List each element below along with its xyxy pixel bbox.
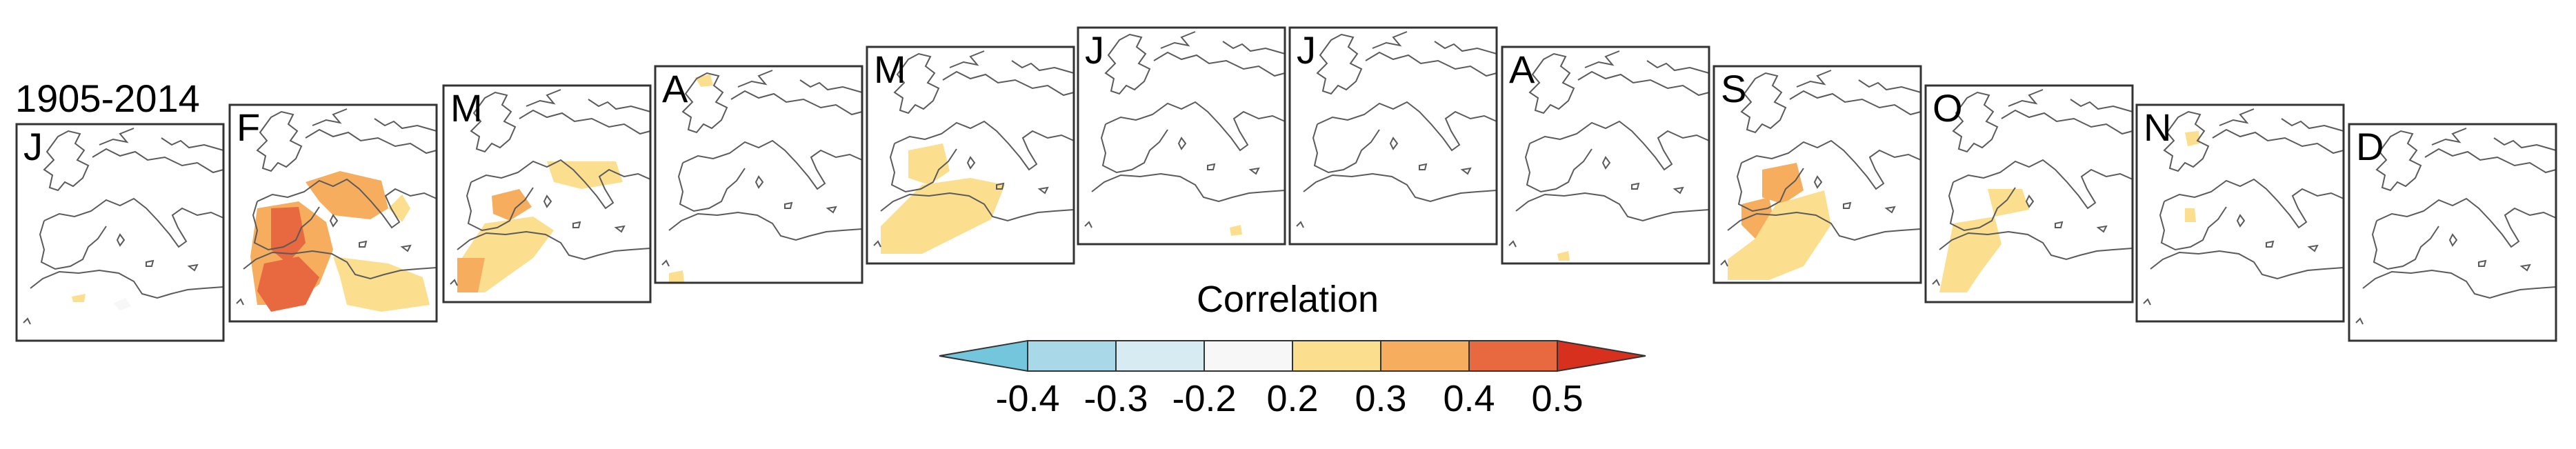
map-frame <box>2135 103 2345 323</box>
map-frame <box>1288 26 1498 246</box>
correlation-region <box>388 194 410 222</box>
month-label: J <box>1085 28 1104 72</box>
map-frame <box>1077 26 1286 246</box>
month-label: A <box>1509 48 1535 91</box>
correlation-region <box>669 270 684 283</box>
colorbar-swatch <box>1027 340 1117 372</box>
map-panel: J <box>1288 26 1498 246</box>
correlation-region <box>881 178 1005 254</box>
correlation-region <box>1988 189 2029 217</box>
map-frame <box>1713 65 1922 284</box>
month-label: S <box>1721 67 1746 110</box>
correlation-shading <box>669 74 713 283</box>
map-frame <box>654 65 863 284</box>
colorbar-swatch <box>1380 340 1470 372</box>
map-background <box>655 66 862 283</box>
correlation-region <box>113 298 131 310</box>
map-panel: O <box>1924 84 2134 303</box>
correlation-region <box>1557 251 1570 261</box>
map-background <box>2349 124 2556 341</box>
correlation-region <box>1230 225 1242 236</box>
map-panel: A <box>1501 46 1710 265</box>
map-background <box>2137 105 2344 321</box>
map-background <box>1290 28 1497 244</box>
month-label: J <box>23 125 43 168</box>
map-panel: S <box>1713 65 1922 284</box>
map-background <box>1078 28 1285 244</box>
correlation-shading <box>1557 251 1570 261</box>
map-panels: J F M A M J J A S O N D <box>15 26 2557 342</box>
correlation-region <box>2185 131 2200 146</box>
map-frame <box>1501 46 1710 265</box>
colorbar-tick-label: 0.3 <box>1355 378 1406 419</box>
colorbar: Correlation -0.4 -0.3 -0.2 0.2 0.3 0.4 0.5 <box>939 279 1646 419</box>
correlation-region <box>457 258 485 292</box>
colorbar-ticks: -0.4 -0.3 -0.2 0.2 0.3 0.4 0.5 <box>995 378 1583 419</box>
map-frame <box>1924 84 2134 303</box>
correlation-shading <box>881 143 1005 254</box>
correlation-region <box>271 207 306 263</box>
map-panel: M <box>866 46 1075 265</box>
colorbar-tick-label: 0.2 <box>1266 378 1318 419</box>
colorbar-label: Correlation <box>1197 279 1379 320</box>
correlation-region <box>547 161 623 189</box>
correlation-shading <box>1939 189 2029 292</box>
colorbar-tick-label: -0.4 <box>995 378 1059 419</box>
month-label: J <box>1297 28 1316 72</box>
colorbar-extend-low <box>939 339 1028 372</box>
month-label: O <box>1933 86 1963 130</box>
colorbar-swatch <box>1115 340 1205 372</box>
correlation-region <box>72 294 86 302</box>
correlation-shading <box>72 294 131 310</box>
month-label: M <box>874 48 906 91</box>
map-panel: J <box>1077 26 1286 246</box>
correlation-region <box>1728 190 1831 280</box>
correlation-region <box>492 189 532 221</box>
map-frame <box>2348 123 2557 342</box>
colorbar-tick-label: -0.2 <box>1172 378 1236 419</box>
map-panel: J <box>15 123 225 342</box>
correlation-region <box>1762 163 1804 204</box>
correlation-shading <box>1728 163 1831 280</box>
map-panel: M <box>442 84 652 303</box>
map-frame <box>15 123 225 342</box>
colorbar-tick-label: -0.3 <box>1084 378 1148 419</box>
correlation-region <box>2185 208 2196 222</box>
month-label: A <box>662 67 688 110</box>
map-panel: N <box>2135 103 2345 323</box>
colorbar-tick-label: 0.5 <box>1531 378 1583 419</box>
map-frame <box>228 103 438 323</box>
colorbar-tick-label: 0.4 <box>1443 378 1495 419</box>
figure-title: 1905-2014 <box>15 77 200 120</box>
correlation-region <box>1939 217 2001 292</box>
map-frame <box>442 84 652 303</box>
correlation-region <box>257 257 319 312</box>
month-label: F <box>237 106 260 149</box>
map-panel: A <box>654 65 863 284</box>
map-panel: D <box>2348 123 2557 342</box>
month-label: D <box>2356 125 2384 168</box>
correlation-shading <box>2185 131 2200 222</box>
month-label: M <box>450 86 483 130</box>
map-frame <box>866 46 1075 265</box>
colorbar-swatches <box>939 339 1646 372</box>
colorbar-swatch <box>1292 340 1381 372</box>
map-background <box>1502 47 1709 263</box>
correlation-shading <box>1230 225 1242 236</box>
colorbar-swatch <box>1468 340 1558 372</box>
map-panel: F <box>228 103 438 323</box>
colorbar-swatch <box>1204 340 1293 372</box>
correlation-region <box>908 143 950 185</box>
colorbar-extend-high <box>1557 339 1646 372</box>
month-label: N <box>2144 106 2171 149</box>
